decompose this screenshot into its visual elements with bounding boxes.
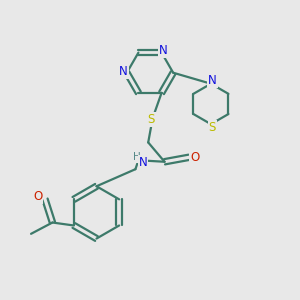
Text: O: O — [190, 151, 200, 164]
Text: O: O — [33, 190, 42, 203]
Text: N: N — [159, 44, 167, 57]
Text: H: H — [133, 152, 141, 162]
Text: N: N — [208, 74, 217, 87]
Text: S: S — [209, 121, 216, 134]
Text: N: N — [139, 156, 147, 169]
Text: S: S — [148, 113, 155, 126]
Text: N: N — [119, 65, 128, 78]
